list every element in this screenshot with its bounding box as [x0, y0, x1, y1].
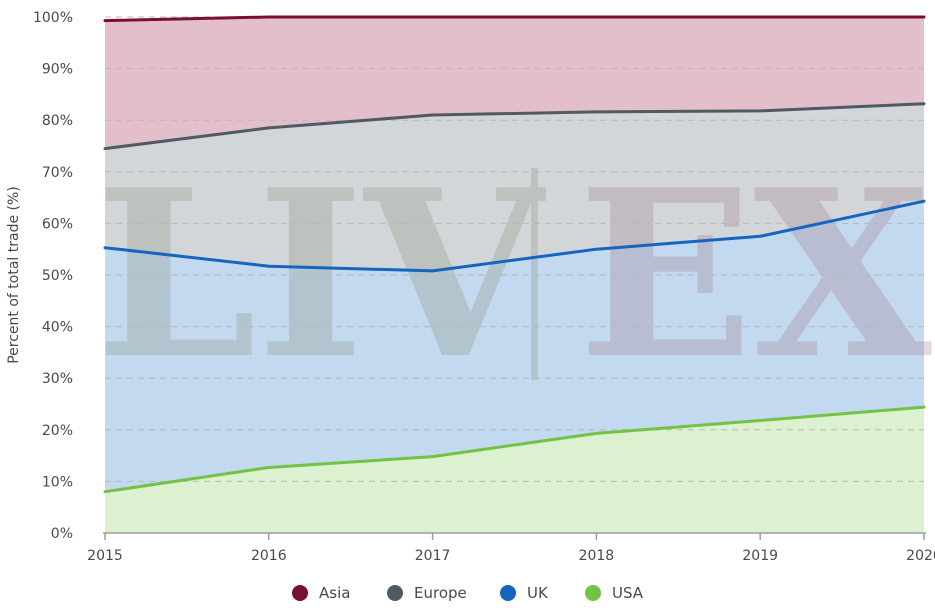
y-tick-label: 60%	[42, 216, 73, 232]
series-lines	[103, 15, 926, 494]
watermark-divider	[531, 168, 538, 380]
area-usa	[105, 407, 924, 533]
legend-swatch	[387, 585, 403, 601]
y-tick-label: 90%	[42, 62, 73, 78]
x-tick-label: 2018	[579, 548, 615, 564]
x-axis: 2015 2016 2017 2018 2019 2020	[87, 532, 935, 564]
legend-swatch	[500, 585, 516, 601]
legend-label: USA	[612, 584, 644, 602]
x-tick-label: 2017	[415, 548, 451, 564]
legend-label: Europe	[414, 584, 467, 602]
line-usa	[103, 405, 926, 494]
y-tick-label: 30%	[42, 371, 73, 387]
legend-item-europe[interactable]: Europe	[387, 584, 467, 602]
area-uk	[105, 201, 924, 492]
area-europe	[105, 103, 924, 271]
x-tick-label: 2019	[742, 548, 778, 564]
y-tick-label: 0%	[51, 526, 73, 542]
y-tick-label: 10%	[42, 474, 73, 490]
y-tick-label: 40%	[42, 320, 73, 336]
legend-swatch	[292, 585, 308, 601]
x-tick-label: 2020	[906, 548, 935, 564]
y-tick-label: 50%	[42, 268, 73, 284]
legend-swatch	[585, 585, 601, 601]
area-asia	[105, 17, 924, 149]
legend-item-usa[interactable]: USA	[585, 584, 644, 602]
legend-label: Asia	[319, 584, 350, 602]
line-asia	[103, 15, 926, 23]
legend-item-asia[interactable]: Asia	[292, 584, 350, 602]
x-tick-label: 2016	[251, 548, 287, 564]
area-fills	[105, 17, 924, 533]
line-uk	[103, 199, 926, 273]
legend-label: UK	[527, 584, 549, 602]
line-europe	[103, 102, 926, 151]
y-tick-label: 100%	[33, 10, 73, 26]
legend: Asia Europe UK USA	[292, 584, 644, 602]
y-axis: 0% 10% 20% 30% 40% 50% 60% 70% 80% 90% 100%	[33, 10, 73, 542]
y-tick-label: 70%	[42, 165, 73, 181]
x-tick-label: 2015	[87, 548, 123, 564]
y-tick-label: 80%	[42, 113, 73, 129]
y-axis-label: Percent of total trade (%)	[6, 186, 22, 364]
legend-item-uk[interactable]: UK	[500, 584, 549, 602]
y-tick-label: 20%	[42, 423, 73, 439]
